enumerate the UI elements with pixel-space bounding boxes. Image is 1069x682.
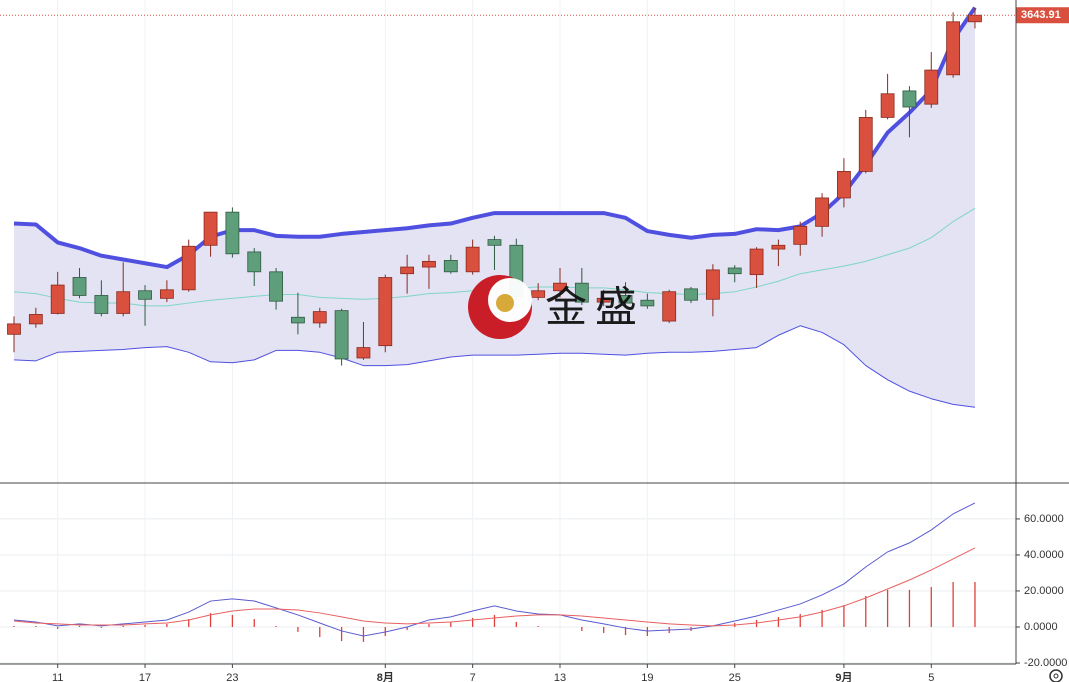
candle-body xyxy=(312,311,327,324)
candle-body xyxy=(771,244,786,250)
candle-body xyxy=(815,197,829,227)
y-tick-label: 40.0000 xyxy=(1024,549,1064,561)
candle-body xyxy=(291,316,305,324)
x-tick-label: 13 xyxy=(554,672,566,682)
watermark-text: 金盛 xyxy=(545,283,645,332)
candle-body xyxy=(705,269,720,300)
candle-body xyxy=(749,248,764,276)
x-tick-label: 17 xyxy=(139,672,151,682)
candle-body xyxy=(400,266,415,275)
x-tick-label: 5 xyxy=(928,672,934,682)
x-tick-label: 8月 xyxy=(377,671,394,682)
candle-body xyxy=(7,323,21,335)
candle-body xyxy=(924,69,939,105)
candle-body xyxy=(50,284,65,314)
candle-body xyxy=(880,93,895,118)
watermark-logo: 金盛 xyxy=(468,275,645,339)
x-tick-label: 23 xyxy=(226,672,238,682)
x-tick-label: 9月 xyxy=(835,671,852,682)
x-tick-label: 19 xyxy=(641,672,653,682)
candle-body xyxy=(553,282,567,292)
y-tick-label: 0.0000 xyxy=(1024,621,1058,633)
candle-body xyxy=(203,211,218,246)
candle-body xyxy=(640,299,655,307)
candle-body xyxy=(793,225,808,245)
macd-line xyxy=(13,547,976,627)
settings-icon[interactable] xyxy=(1049,669,1063,682)
candle-body xyxy=(684,288,698,301)
candle-body xyxy=(334,310,349,360)
candle-body xyxy=(94,295,109,314)
candle-body xyxy=(378,277,393,347)
candle-body xyxy=(858,117,873,172)
macd-line xyxy=(13,502,976,637)
band-fill xyxy=(14,7,975,408)
candle-body xyxy=(837,171,851,199)
candle-body xyxy=(247,251,262,273)
band-line xyxy=(13,325,976,408)
candle-body xyxy=(225,211,240,255)
band-line xyxy=(13,6,977,270)
candle-body xyxy=(465,246,480,273)
candle-body xyxy=(902,90,917,108)
candle-body xyxy=(116,291,131,314)
candle-body xyxy=(618,295,633,304)
candle-body xyxy=(968,14,982,23)
last-price-box xyxy=(1016,7,1069,24)
candle-body xyxy=(662,291,677,322)
candle-body xyxy=(181,245,196,291)
candle-body xyxy=(28,314,43,325)
price-panel: 3643.91 xyxy=(0,6,1069,408)
gear[interactable] xyxy=(1049,669,1063,682)
x-tick-label: 11 xyxy=(52,672,63,682)
candle-body xyxy=(487,239,502,246)
y-tick-label: 20.0000 xyxy=(1024,585,1064,597)
y-tick-label: -20.0000 xyxy=(1024,657,1067,669)
candle-body xyxy=(72,277,87,296)
macd-panel: 60.0000 40.0000 20.0000 0.0000 -20.0000 11 17 2… xyxy=(13,502,1067,682)
gear-hub[interactable] xyxy=(1053,673,1059,679)
logo-dot xyxy=(496,294,514,312)
candle-body xyxy=(727,267,742,275)
candle-body xyxy=(946,21,961,76)
candle-body xyxy=(596,297,611,303)
x-tick-label: 25 xyxy=(729,672,741,682)
x-tick-label: 7 xyxy=(470,672,476,682)
candle-body xyxy=(422,260,436,268)
y-tick-label: 60.0000 xyxy=(1024,513,1064,525)
candle-body xyxy=(138,290,152,300)
last-price-label: 3643.91 xyxy=(1021,9,1061,21)
candle-body xyxy=(356,347,371,359)
candle-body xyxy=(159,289,174,299)
candle-body xyxy=(443,260,458,273)
candle-body xyxy=(531,290,546,298)
candle-body xyxy=(269,271,283,302)
candle-body xyxy=(574,282,589,303)
